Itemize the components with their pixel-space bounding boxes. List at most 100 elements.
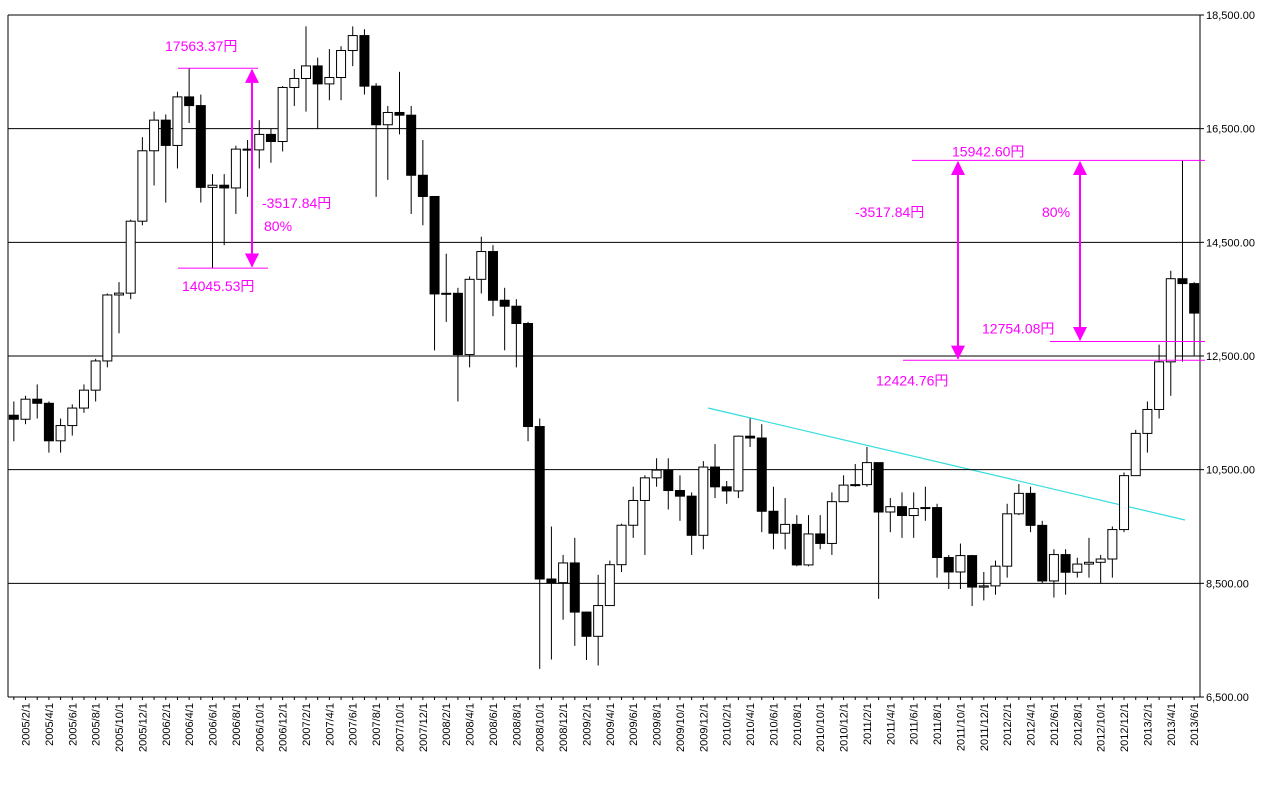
candle-body <box>803 533 814 566</box>
candle-body <box>523 322 534 428</box>
x-tick-label: 2008/4/1 <box>465 703 477 746</box>
candle-body <box>943 556 954 573</box>
candle-body <box>569 562 580 613</box>
candle-body <box>546 578 557 584</box>
x-tick-label: 2007/12/1 <box>418 703 430 752</box>
candle-body <box>604 564 615 607</box>
candle-body <box>1107 529 1118 560</box>
candle-body <box>698 466 709 536</box>
candle-body <box>476 251 487 280</box>
x-tick-label: 2011/12/1 <box>979 703 991 751</box>
candle-body <box>558 562 569 584</box>
x-tick-label: 2007/4/1 <box>324 703 336 746</box>
candle-body <box>628 499 639 526</box>
candle-body <box>826 501 837 544</box>
candle-body <box>184 96 195 107</box>
candle-body <box>1060 554 1071 573</box>
note: 80% <box>264 218 292 234</box>
candle-body <box>1165 278 1176 363</box>
candle-body <box>394 111 405 116</box>
candle-body <box>20 398 31 420</box>
candle-body <box>137 150 148 222</box>
x-tick-label: 2012/2/1 <box>1002 703 1014 746</box>
candle-body <box>301 65 311 79</box>
candle-body <box>581 611 592 637</box>
x-tick-label: 2012/12/1 <box>1119 703 1131 752</box>
candle-body <box>511 305 522 324</box>
candle-body <box>336 50 347 79</box>
x-tick-label: 2007/2/1 <box>301 703 313 746</box>
x-tick-label: 2011/6/1 <box>909 703 921 745</box>
x-tick-label: 2012/6/1 <box>1049 703 1061 746</box>
candle-body <box>663 469 674 492</box>
candle-body <box>43 402 54 442</box>
candle-body <box>195 105 206 188</box>
candle-body <box>1013 492 1024 515</box>
candle-body <box>254 133 265 151</box>
candle-body <box>780 523 791 534</box>
candle-body <box>406 114 417 176</box>
candle-body <box>417 174 428 197</box>
candle-body <box>674 490 685 497</box>
candle-body <box>733 435 744 492</box>
x-tick-label: 2011/8/1 <box>932 703 944 745</box>
candle-body <box>978 585 989 588</box>
candle-body <box>499 299 510 307</box>
candle-body <box>908 508 919 517</box>
x-tick-label: 2005/2/1 <box>21 703 33 746</box>
candle-body <box>1095 558 1106 563</box>
y-tick-label: 14,500.00 <box>1206 237 1255 249</box>
x-tick-label: 2006/2/1 <box>161 703 173 746</box>
candle-body <box>265 133 276 143</box>
candle-body <box>791 523 802 566</box>
x-tick-label: 2010/4/1 <box>745 703 757 746</box>
candle-body <box>324 77 335 85</box>
candle-body <box>371 85 382 126</box>
candle-body <box>1189 283 1200 314</box>
x-tick-label: 2009/6/1 <box>628 703 640 746</box>
candle-body <box>1083 561 1094 565</box>
candle-body <box>1119 475 1130 531</box>
x-tick-label: 2013/2/1 <box>1142 703 1154 746</box>
level-label: 15942.60円 <box>952 143 1024 159</box>
candle-body <box>277 86 288 143</box>
candle-body <box>815 533 826 544</box>
candle-body <box>873 462 884 513</box>
candle-body <box>1025 492 1036 526</box>
level-label: 14045.53円 <box>182 278 254 294</box>
x-tick-label: 2006/10/1 <box>254 703 266 752</box>
x-tick-label: 2010/6/1 <box>768 703 780 746</box>
candle-body <box>990 565 1001 587</box>
candle-body <box>861 462 872 486</box>
x-tick-label: 2009/2/1 <box>581 703 593 746</box>
candle-body <box>1002 513 1013 567</box>
candle-body <box>172 96 183 146</box>
candle-body <box>114 292 125 296</box>
candle-body <box>312 65 323 85</box>
x-tick-label: 2008/12/1 <box>558 703 570 752</box>
candle-body <box>32 398 43 404</box>
x-tick-label: 2012/10/1 <box>1096 703 1108 752</box>
x-tick-label: 2009/8/1 <box>652 703 664 746</box>
candle-body <box>452 292 463 356</box>
x-tick-label: 2005/4/1 <box>44 703 56 746</box>
candle-body <box>347 35 358 52</box>
candle-body <box>429 195 440 295</box>
y-tick-label: 6,500.00 <box>1206 692 1249 704</box>
candle-body <box>768 510 779 534</box>
candle-body <box>289 77 300 88</box>
candle-body <box>593 605 604 637</box>
candle-body <box>1072 563 1083 573</box>
candle-body <box>8 414 19 420</box>
candle-body <box>885 506 896 513</box>
candle-body <box>721 486 732 492</box>
candle-body <box>207 184 218 188</box>
x-tick-label: 2006/12/1 <box>278 703 290 752</box>
x-tick-label: 2005/6/1 <box>67 703 79 746</box>
candle-body <box>149 119 160 152</box>
x-tick-label: 2010/8/1 <box>792 703 804 746</box>
candle-body <box>920 507 931 510</box>
x-tick-label: 2008/2/1 <box>441 703 453 746</box>
candle-body <box>90 360 101 391</box>
